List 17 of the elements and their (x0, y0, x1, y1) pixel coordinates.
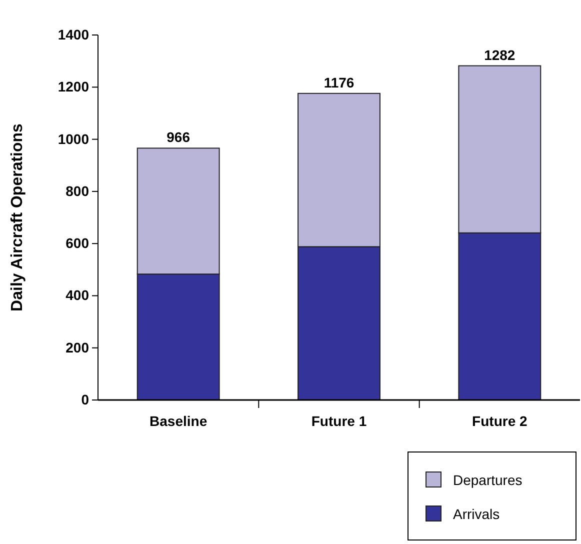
y-tick-label: 800 (66, 182, 90, 199)
total-label: 966 (166, 129, 190, 146)
y-tick-label: 400 (66, 287, 90, 304)
y-tick-label: 200 (66, 339, 90, 356)
legend-label: Arrivals (453, 506, 500, 522)
y-tick-label: 0 (81, 391, 90, 408)
total-label: 1176 (324, 74, 354, 90)
y-axis-title: Daily Aircraft Operations (9, 123, 26, 312)
y-tick-label: 600 (66, 235, 90, 252)
y-tick-label: 1000 (58, 130, 90, 147)
y-tick-label: 1200 (58, 78, 90, 95)
y-tick-label: 1400 (58, 26, 90, 42)
x-tick-label: Future 1 (311, 413, 367, 429)
x-tick-label: Future 2 (472, 413, 528, 429)
legend-label: Departures (453, 472, 522, 488)
x-tick-label: Baseline (150, 413, 208, 429)
total-label: 1282 (484, 46, 516, 63)
